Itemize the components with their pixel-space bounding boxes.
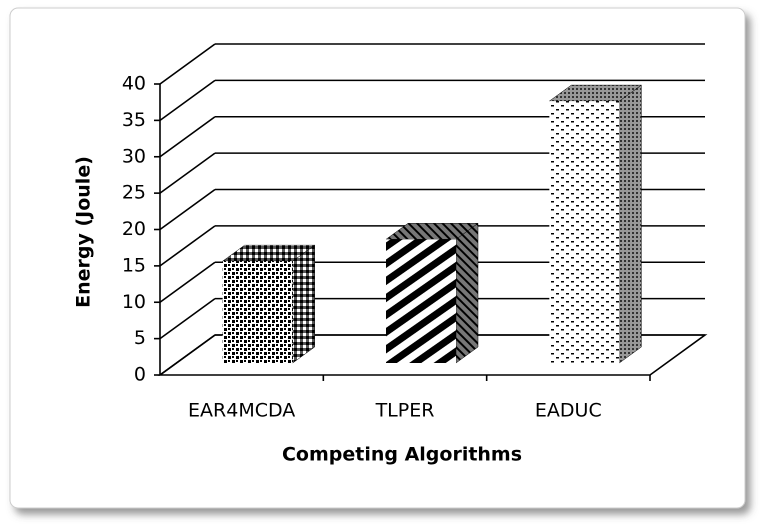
y-tick-label: 10 <box>122 291 146 313</box>
bar <box>386 239 456 363</box>
grid-line <box>159 152 216 194</box>
grid-line <box>159 188 216 231</box>
bar-side <box>455 222 479 364</box>
y-tick-label: 20 <box>122 218 146 240</box>
grid-line <box>159 43 216 85</box>
bar-side <box>619 84 642 364</box>
grid-line <box>159 334 216 376</box>
bar <box>222 261 293 363</box>
bar <box>549 101 620 363</box>
grid-line <box>159 79 216 122</box>
y-tick-label: 5 <box>134 327 146 349</box>
bar-side <box>292 244 315 364</box>
x-tick-label: TLPER <box>375 400 435 422</box>
y-tick-label: 25 <box>122 182 146 204</box>
x-tick-label: EADUC <box>535 400 602 422</box>
grid-line <box>159 297 216 340</box>
y-tick-label: 35 <box>122 109 146 131</box>
y-tick-label: 40 <box>122 73 146 95</box>
y-tick-label: 30 <box>122 145 146 167</box>
grid-line <box>159 261 216 303</box>
x-axis-title: Competing Algorithms <box>282 444 522 466</box>
y-axis-title: Energy (Joule) <box>73 156 95 308</box>
y-tick-label: 0 <box>134 364 146 386</box>
x-tick-label: EAR4MCDA <box>188 400 295 422</box>
grid-line <box>159 225 216 267</box>
y-tick-label: 15 <box>122 254 146 276</box>
grid-line <box>159 116 216 158</box>
